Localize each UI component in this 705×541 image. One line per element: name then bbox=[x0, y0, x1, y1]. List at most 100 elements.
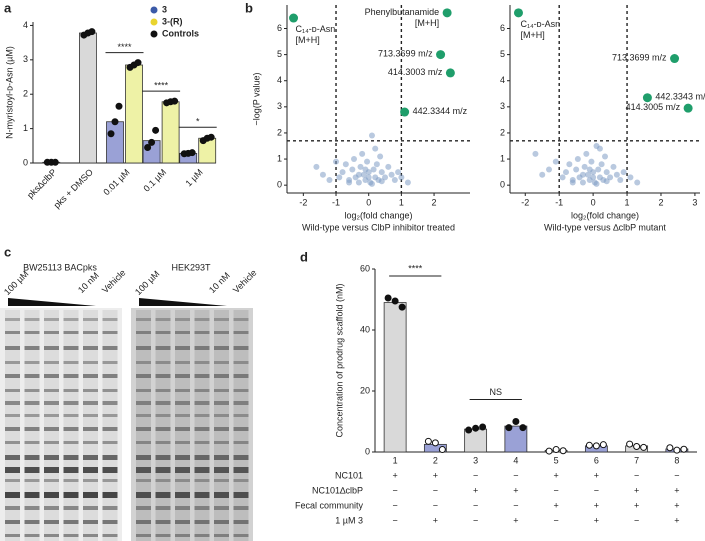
gel-band bbox=[136, 346, 151, 350]
gel-band bbox=[63, 455, 79, 460]
highlight-point bbox=[642, 93, 652, 103]
gel-band bbox=[155, 479, 171, 482]
panel-label: d bbox=[300, 249, 308, 264]
gel-band bbox=[83, 492, 98, 498]
y-tick-label: 20 bbox=[360, 385, 370, 395]
gel-band bbox=[5, 520, 20, 524]
table-cell: + bbox=[513, 485, 518, 495]
gel-band bbox=[233, 520, 249, 524]
gel-band bbox=[44, 389, 59, 392]
gel-lane bbox=[24, 310, 40, 541]
table-cell: − bbox=[513, 500, 518, 510]
gel-band bbox=[5, 506, 20, 510]
point bbox=[552, 158, 559, 165]
gel-band bbox=[83, 441, 98, 444]
table-cell: + bbox=[634, 485, 639, 495]
replicate-dot bbox=[465, 426, 473, 434]
gel-band bbox=[155, 441, 171, 444]
gel-band bbox=[214, 361, 229, 364]
table-cell: + bbox=[553, 470, 558, 480]
table-cell: − bbox=[473, 470, 478, 480]
point bbox=[336, 174, 343, 181]
legend-label: 3 bbox=[162, 4, 167, 14]
lane-label: 10 nM bbox=[76, 270, 101, 295]
gel-band bbox=[155, 361, 171, 364]
gel-band bbox=[5, 427, 20, 431]
gel-band bbox=[194, 401, 210, 405]
legend-label: 3-(R) bbox=[162, 16, 183, 26]
gel-band bbox=[136, 414, 151, 417]
gel-lane bbox=[5, 310, 20, 541]
point bbox=[377, 153, 384, 160]
point bbox=[559, 174, 566, 181]
highlight-label-line: [M+H] bbox=[296, 35, 320, 45]
replicate-dot bbox=[88, 28, 96, 36]
gel-band bbox=[136, 389, 151, 392]
gel-band bbox=[194, 374, 210, 378]
gel-band bbox=[102, 441, 118, 444]
gel-band bbox=[214, 414, 229, 417]
gel-band bbox=[24, 346, 40, 350]
point bbox=[373, 161, 380, 168]
gel-band bbox=[136, 492, 151, 498]
table-cell: − bbox=[433, 485, 438, 495]
gel-band bbox=[155, 506, 171, 510]
gel-band bbox=[102, 374, 118, 378]
table-cell: − bbox=[433, 500, 438, 510]
highlight-label: C₁₄-ᴅ-Asn [M+H] bbox=[520, 19, 560, 40]
x-tick-label: -2 bbox=[299, 197, 307, 207]
table-cell: − bbox=[473, 515, 478, 525]
gel-lane bbox=[136, 310, 151, 541]
gel-band bbox=[63, 346, 79, 350]
replicate-dot bbox=[666, 444, 674, 452]
y-tick-label: 4 bbox=[23, 20, 28, 30]
gel-band bbox=[136, 401, 151, 405]
gel-band bbox=[136, 374, 151, 378]
x-tick-label: 2 bbox=[433, 455, 438, 465]
point bbox=[610, 163, 617, 170]
x-tick-label: 3 bbox=[692, 197, 697, 207]
gel-band bbox=[155, 318, 171, 321]
highlight-label-line: Phenylbutanamide bbox=[365, 7, 440, 17]
gel-band bbox=[83, 318, 98, 321]
y-tick-label: 5 bbox=[500, 49, 505, 59]
gel-band bbox=[194, 479, 210, 482]
gel-band bbox=[175, 492, 190, 498]
table-cell: − bbox=[513, 470, 518, 480]
gel-band bbox=[24, 441, 40, 444]
point bbox=[339, 169, 346, 176]
gel-band bbox=[214, 534, 229, 537]
gel-band bbox=[194, 346, 210, 350]
y-axis-label: Concentration of prodrug scaffold (nM) bbox=[334, 284, 344, 438]
y-tick-label: 1 bbox=[23, 123, 28, 133]
gel-band bbox=[44, 467, 59, 473]
x-tick-label: 4 bbox=[513, 455, 518, 465]
highlight-point bbox=[670, 54, 680, 64]
gel-band bbox=[83, 479, 98, 482]
gel-band bbox=[63, 441, 79, 444]
x-tick-label: -1 bbox=[332, 197, 340, 207]
point bbox=[372, 145, 379, 152]
point bbox=[593, 180, 600, 187]
replicate-dot bbox=[115, 102, 123, 110]
gel-band bbox=[5, 467, 20, 473]
replicate-dot bbox=[592, 442, 600, 450]
gel-band bbox=[214, 427, 229, 431]
point bbox=[357, 163, 364, 170]
replicate-dot bbox=[585, 441, 593, 449]
replicate-dot bbox=[111, 118, 119, 126]
gel-band bbox=[194, 492, 210, 498]
significance-label: **** bbox=[408, 263, 423, 273]
gel-background bbox=[131, 308, 253, 541]
replicate-dot bbox=[148, 138, 156, 146]
x-tick-label: 1 bbox=[393, 455, 398, 465]
point bbox=[574, 156, 581, 163]
point bbox=[391, 176, 398, 183]
point bbox=[355, 171, 362, 178]
highlight-point bbox=[445, 68, 455, 78]
gel-band bbox=[194, 318, 210, 321]
x-axis-label: log₂(fold change) bbox=[344, 210, 412, 220]
gel-lane bbox=[194, 310, 210, 541]
replicate-dot bbox=[640, 443, 648, 451]
y-tick-label: 3 bbox=[500, 101, 505, 111]
